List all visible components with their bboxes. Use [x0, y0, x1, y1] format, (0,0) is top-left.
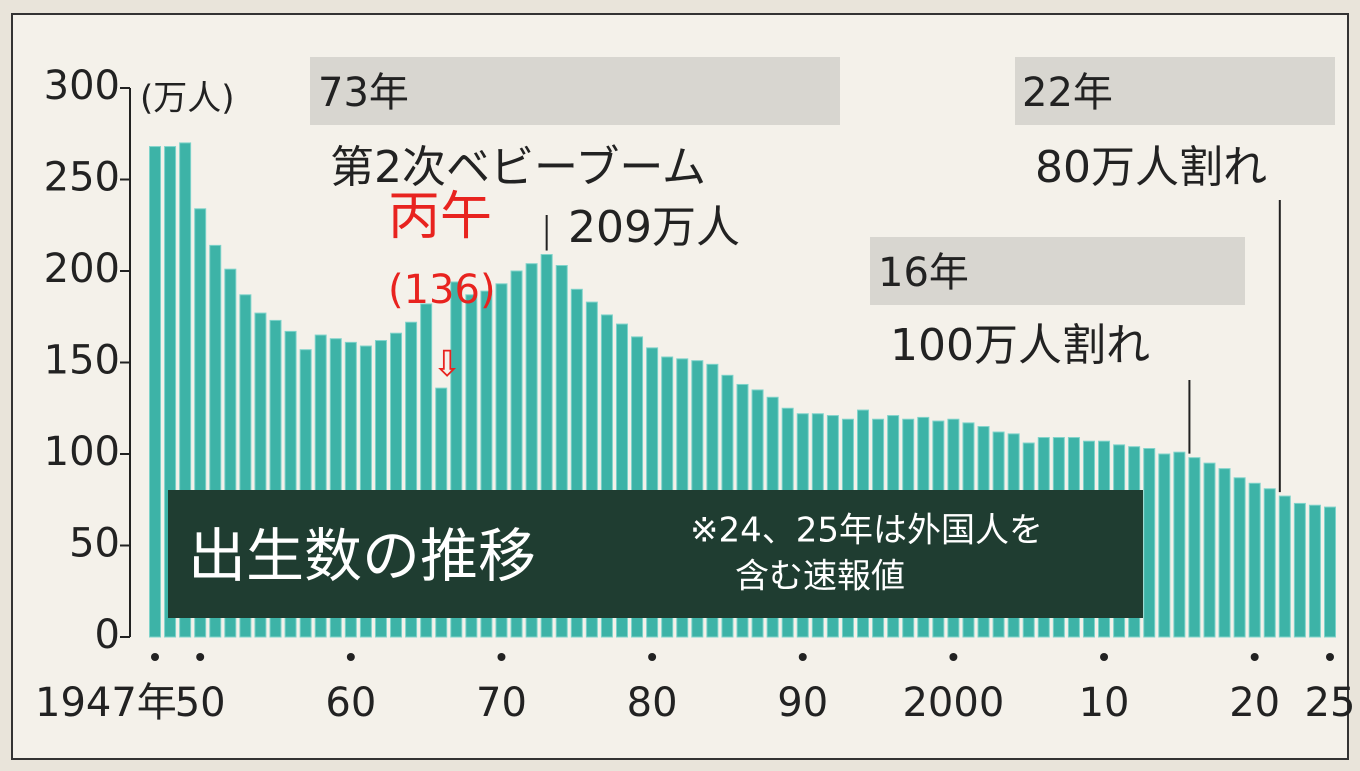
bar	[314, 334, 327, 638]
bar	[525, 263, 538, 638]
bar	[1143, 448, 1156, 638]
annotation: 73年	[318, 70, 409, 116]
bar	[390, 332, 403, 638]
annotation: (136)	[388, 267, 496, 313]
annotation: 22年	[1022, 70, 1113, 116]
title-box	[168, 490, 1143, 618]
y-unit: (万人)	[140, 79, 235, 119]
bar	[405, 321, 418, 638]
annotation-box	[870, 237, 1245, 305]
annotation: ⇩	[432, 344, 462, 385]
annotation: 100万人割れ	[890, 320, 1150, 371]
bar	[1218, 468, 1231, 638]
bar	[540, 254, 553, 638]
bar	[1308, 504, 1321, 638]
bar	[465, 294, 478, 638]
y-tick-label: 0	[95, 612, 120, 658]
x-tick-label: 90	[777, 680, 828, 726]
x-tick-dot	[798, 653, 807, 661]
note: 含む速報値	[735, 557, 905, 597]
y-tick-label: 250	[44, 155, 120, 201]
x-tick-label: 60	[325, 680, 376, 726]
bar	[374, 340, 387, 638]
x-tick-label: 70	[476, 680, 527, 726]
bar	[1203, 462, 1216, 638]
bar	[631, 336, 644, 638]
bar	[1293, 502, 1306, 638]
x-tick-label: 2000	[902, 680, 1004, 726]
y-tick-label: 200	[44, 246, 120, 292]
x-tick-dot	[196, 653, 205, 661]
annotation: 丙午	[388, 187, 492, 247]
x-tick-dot	[346, 653, 355, 661]
x-tick-label: 10	[1079, 680, 1130, 726]
annotation: 80万人割れ	[1035, 142, 1267, 193]
y-tick-label: 150	[44, 338, 120, 384]
bar	[269, 319, 282, 638]
bar	[480, 290, 493, 638]
bar	[344, 341, 357, 638]
bar	[1173, 451, 1186, 638]
bar	[585, 301, 598, 638]
annotation: 第2次ベビーブーム	[330, 142, 706, 193]
bar	[254, 312, 267, 638]
bar	[1188, 457, 1201, 638]
bar	[1158, 453, 1171, 638]
bar	[1233, 477, 1246, 638]
x-tick-label: 25	[1305, 680, 1356, 726]
annotation-box	[310, 57, 840, 125]
bar	[1263, 488, 1276, 638]
bar	[570, 288, 583, 638]
bar	[239, 294, 252, 638]
x-tick-dot	[648, 653, 657, 661]
x-tick-label: 80	[627, 680, 678, 726]
bar	[179, 142, 192, 638]
bar	[284, 330, 297, 638]
annotation: 16年	[878, 250, 969, 296]
bar	[495, 283, 508, 638]
bar	[1248, 482, 1261, 638]
bar	[224, 268, 237, 638]
annotation: 209万人	[568, 202, 740, 253]
x-tick-dot	[1326, 653, 1334, 661]
x-tick-dot	[497, 653, 506, 661]
bar	[209, 244, 222, 638]
x-tick-dot	[151, 653, 159, 661]
bar	[555, 265, 568, 638]
x-tick-label: 1947年	[35, 680, 177, 726]
bar	[600, 314, 613, 638]
bar	[510, 270, 523, 638]
y-tick-label: 100	[44, 429, 120, 475]
bar	[164, 146, 177, 638]
bar	[149, 146, 161, 638]
x-tick-dot	[1250, 653, 1259, 661]
y-tick-label: 300	[44, 63, 120, 109]
x-tick-label: 50	[175, 680, 226, 726]
note: ※24、25年は外国人を	[690, 511, 1043, 551]
bar	[1278, 495, 1291, 638]
x-tick-dot	[1100, 653, 1109, 661]
bar	[420, 303, 433, 638]
x-tick-dot	[949, 653, 958, 661]
bar	[194, 208, 207, 638]
bar	[615, 323, 628, 638]
y-tick-label: 50	[69, 521, 120, 567]
annotation-box	[1015, 57, 1335, 125]
bar	[1324, 506, 1336, 638]
bar	[329, 338, 342, 638]
bar	[450, 281, 463, 638]
x-tick-label: 20	[1229, 680, 1280, 726]
chart-title: 出生数の推移	[188, 522, 536, 590]
